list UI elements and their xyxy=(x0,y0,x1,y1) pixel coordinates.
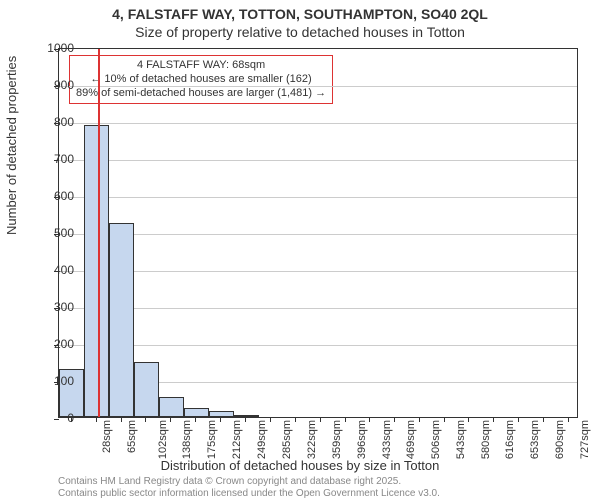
chart-container: 4, FALSTAFF WAY, TOTTON, SOUTHAMPTON, SO… xyxy=(0,0,600,500)
chart-subtitle: Size of property relative to detached ho… xyxy=(0,24,600,42)
xtick-label: 580sqm xyxy=(480,420,492,459)
gridline xyxy=(59,234,577,235)
ytick-label: 800 xyxy=(34,115,74,129)
gridline xyxy=(59,271,577,272)
ytick-label: 700 xyxy=(34,152,74,166)
ytick-label: 400 xyxy=(34,263,74,277)
footer-line2: Contains public sector information licen… xyxy=(58,488,440,500)
histogram-bar xyxy=(84,125,109,417)
ytick-label: 300 xyxy=(34,300,74,314)
chart-title-address: 4, FALSTAFF WAY, TOTTON, SOUTHAMPTON, SO… xyxy=(0,6,600,24)
histogram-bar xyxy=(134,362,159,418)
xtick-label: 616sqm xyxy=(504,420,516,459)
gridline xyxy=(59,160,577,161)
chart-title-block: 4, FALSTAFF WAY, TOTTON, SOUTHAMPTON, SO… xyxy=(0,0,600,41)
xtick-mark xyxy=(444,417,445,422)
xtick-label: 285sqm xyxy=(281,420,293,459)
xtick-label: 28sqm xyxy=(101,420,113,453)
xtick-label: 322sqm xyxy=(306,420,318,459)
plot-area: 4 FALSTAFF WAY: 68sqm ← 10% of detached … xyxy=(58,48,578,418)
annotation-line2: ← 10% of detached houses are smaller (16… xyxy=(76,73,326,87)
xtick-label: 175sqm xyxy=(207,420,219,459)
ytick-label: 0 xyxy=(34,411,74,425)
ytick-label: 1000 xyxy=(34,41,74,55)
xtick-mark xyxy=(195,417,196,422)
xtick-label: 653sqm xyxy=(529,420,541,459)
xtick-mark xyxy=(245,417,246,422)
histogram-bar xyxy=(209,411,234,417)
xtick-mark xyxy=(295,417,296,422)
xtick-label: 433sqm xyxy=(381,420,393,459)
xtick-label: 65sqm xyxy=(126,420,138,453)
xtick-label: 506sqm xyxy=(430,420,442,459)
xtick-mark xyxy=(220,417,221,422)
gridline xyxy=(59,345,577,346)
xtick-mark xyxy=(345,417,346,422)
annotation-line1: 4 FALSTAFF WAY: 68sqm xyxy=(76,59,326,73)
histogram-bar xyxy=(109,223,134,417)
xtick-label: 690sqm xyxy=(554,420,566,459)
xtick-label: 469sqm xyxy=(405,420,417,459)
ytick-label: 600 xyxy=(34,189,74,203)
xtick-mark xyxy=(518,417,519,422)
histogram-bar xyxy=(159,397,184,417)
xtick-mark xyxy=(369,417,370,422)
histogram-bar xyxy=(184,408,209,417)
xtick-mark xyxy=(145,417,146,422)
xtick-mark xyxy=(320,417,321,422)
histogram-bar xyxy=(234,415,259,417)
ytick-label: 500 xyxy=(34,226,74,240)
xtick-mark xyxy=(568,417,569,422)
xtick-label: 102sqm xyxy=(157,420,169,459)
gridline xyxy=(59,123,577,124)
xtick-label: 543sqm xyxy=(455,420,467,459)
ytick-label: 100 xyxy=(34,374,74,388)
ytick-label: 900 xyxy=(34,78,74,92)
x-axis-title: Distribution of detached houses by size … xyxy=(0,458,600,473)
xtick-mark xyxy=(121,417,122,422)
xtick-mark xyxy=(468,417,469,422)
gridline xyxy=(59,197,577,198)
xtick-label: 138sqm xyxy=(182,420,194,459)
xtick-mark xyxy=(96,417,97,422)
annotation-box: 4 FALSTAFF WAY: 68sqm ← 10% of detached … xyxy=(69,55,333,104)
indicator-line xyxy=(98,49,100,417)
ytick-label: 200 xyxy=(34,337,74,351)
xtick-mark xyxy=(270,417,271,422)
xtick-mark xyxy=(419,417,420,422)
xtick-label: 396sqm xyxy=(356,420,368,459)
xtick-label: 359sqm xyxy=(331,420,343,459)
xtick-label: 212sqm xyxy=(232,420,244,459)
gridline xyxy=(59,86,577,87)
xtick-mark xyxy=(493,417,494,422)
annotation-line3: 89% of semi-detached houses are larger (… xyxy=(76,87,326,101)
gridline xyxy=(59,308,577,309)
attribution-footer: Contains HM Land Registry data © Crown c… xyxy=(58,476,440,499)
y-axis-title: Number of detached properties xyxy=(4,56,19,235)
xtick-mark xyxy=(394,417,395,422)
xtick-mark xyxy=(543,417,544,422)
xtick-label: 727sqm xyxy=(579,420,591,459)
xtick-mark xyxy=(170,417,171,422)
xtick-label: 249sqm xyxy=(257,420,269,459)
footer-line1: Contains HM Land Registry data © Crown c… xyxy=(58,476,440,488)
